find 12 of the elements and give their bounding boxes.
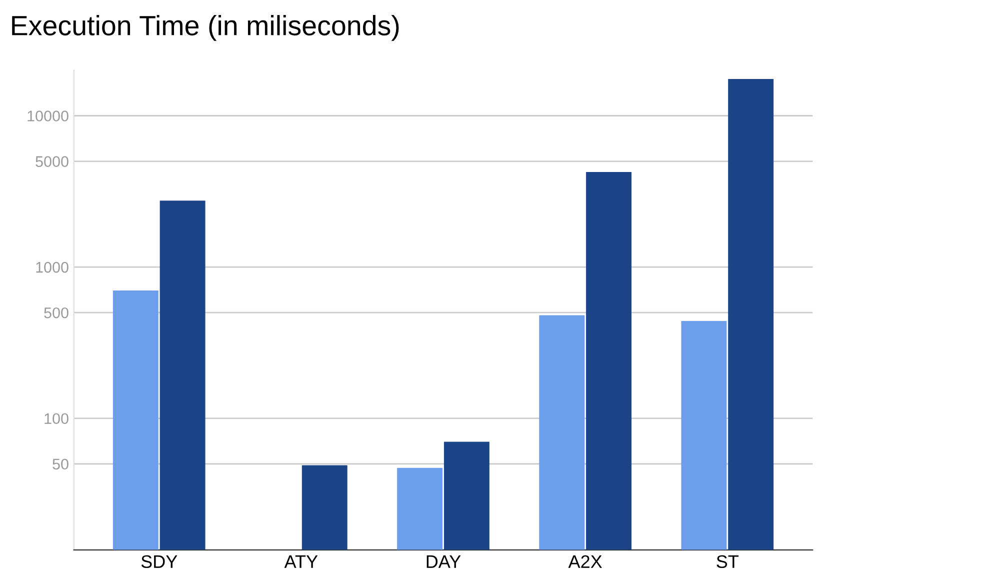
y-tick-label: 50 [52, 458, 68, 470]
x-tick-label: ATY [284, 555, 318, 568]
y-tick-label: 5000 [36, 156, 68, 167]
x-tick-label: ST [716, 555, 739, 568]
y-tick-label: 500 [44, 307, 68, 318]
y-tick-label: 100 [44, 413, 68, 424]
x-tick-label: SDY [141, 555, 178, 568]
x-tick-label: DAY [426, 555, 461, 568]
y-tick-label: 1000 [36, 262, 68, 273]
y-tick-label: 10000 [28, 110, 68, 122]
chart-title: Execution Time (in miliseconds) [12, 15, 399, 41]
x-tick-label: A2X [568, 555, 602, 568]
